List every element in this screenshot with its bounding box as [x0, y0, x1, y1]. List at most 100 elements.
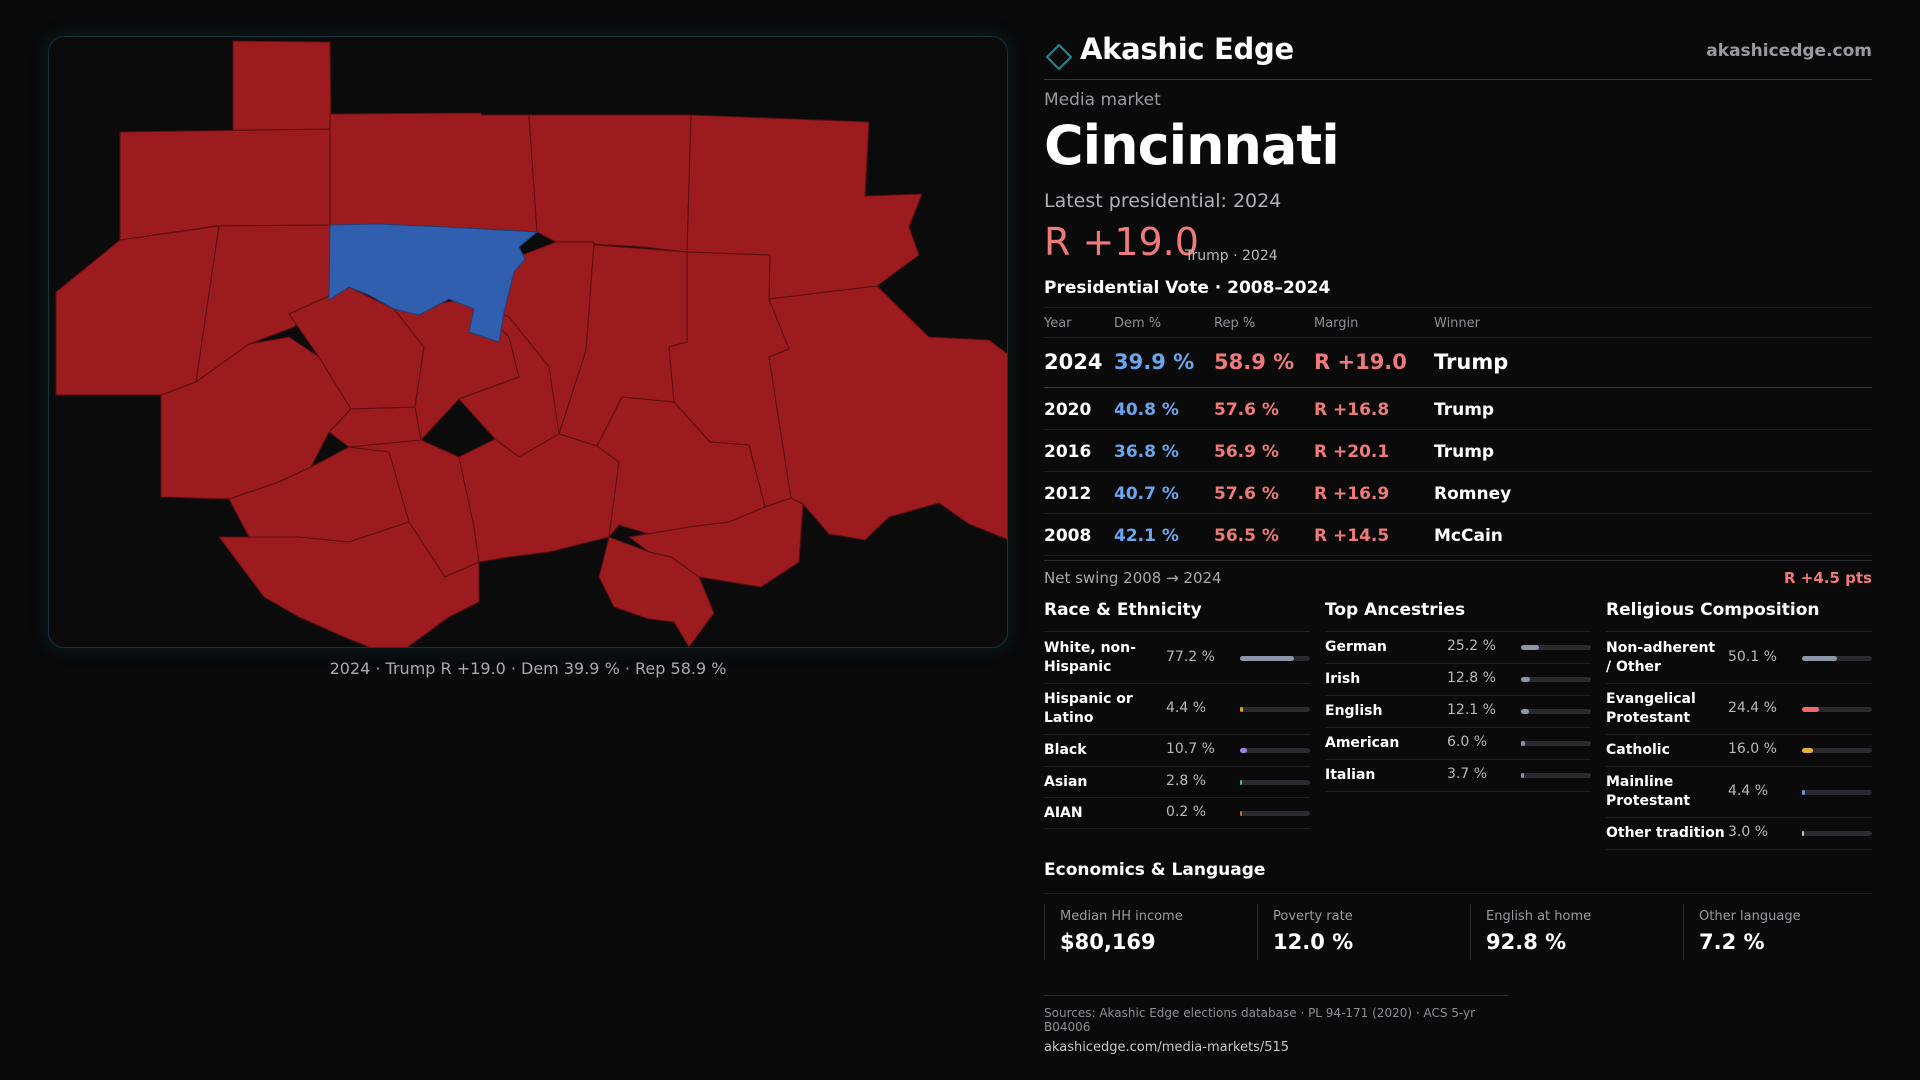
sources: Sources: Akashic Edge elections database…	[1044, 995, 1508, 1055]
stat-label: Mainline Protestant	[1606, 774, 1691, 809]
list-item: Black 10.7 %	[1044, 735, 1310, 767]
stat-bar-fill	[1802, 656, 1837, 661]
race-section: Race & Ethnicity White, non-Hispanic 77.…	[1044, 600, 1310, 829]
county-region[interactable]	[218, 521, 480, 648]
stat-bar	[1521, 741, 1591, 746]
row-rep: 57.6 %	[1214, 400, 1279, 420]
stat-bar-fill	[1802, 790, 1805, 795]
stat-bar-fill	[1521, 741, 1525, 746]
stat-bar	[1521, 773, 1591, 778]
stat-bar-fill	[1240, 811, 1242, 816]
stat-bar-fill	[1802, 707, 1819, 712]
table-row: 2020 40.8 % 57.6 % R +16.8 Trump	[1044, 388, 1872, 430]
stat-bar-fill	[1240, 707, 1243, 712]
vote-table-header: Year Dem % Rep % Margin Winner	[1044, 307, 1872, 338]
list-item: Evangelical Protestant 24.4 %	[1606, 684, 1872, 735]
county-region[interactable]	[528, 114, 692, 253]
row-year: 2016	[1044, 442, 1092, 462]
religion-section-title: Religious Composition	[1606, 600, 1872, 632]
header-dem: Dem %	[1114, 316, 1162, 331]
row-margin: R +19.0	[1314, 350, 1407, 374]
stat-value: 4.4 %	[1728, 783, 1769, 799]
stat-label: Asian	[1044, 774, 1088, 790]
stat-label: Evangelical Protestant	[1606, 691, 1696, 726]
stat-value: 10.7 %	[1166, 741, 1215, 757]
county-region[interactable]	[55, 225, 220, 396]
econ-label: Median HH income	[1060, 909, 1183, 924]
vote-section-title: Presidential Vote · 2008–2024	[1044, 278, 1331, 298]
list-item: Mainline Protestant 4.4 %	[1606, 767, 1872, 818]
county-map-svg[interactable]	[49, 37, 1008, 648]
list-item: Other tradition 3.0 %	[1606, 818, 1872, 850]
stat-english-at-home: English at home 92.8 %	[1470, 904, 1670, 960]
stat-label: AIAN	[1044, 805, 1083, 821]
stat-value: 12.8 %	[1447, 670, 1496, 686]
sources-link[interactable]: akashicedge.com/media-markets/515	[1044, 1040, 1290, 1055]
row-winner: McCain	[1434, 526, 1503, 546]
county-region[interactable]	[329, 112, 538, 233]
row-dem: 40.7 %	[1114, 484, 1179, 504]
stat-value: 3.0 %	[1728, 824, 1769, 840]
stat-bar	[1240, 780, 1310, 785]
county-region[interactable]	[458, 433, 620, 563]
header-margin: Margin	[1314, 316, 1359, 331]
row-winner: Trump	[1434, 442, 1495, 462]
list-item: German 25.2 %	[1325, 632, 1591, 664]
county-region[interactable]	[119, 128, 332, 241]
stat-median-income: Median HH income $80,169	[1044, 904, 1244, 960]
table-row: 2008 42.1 % 56.5 % R +14.5 McCain	[1044, 514, 1872, 556]
econ-label: English at home	[1486, 909, 1592, 924]
stat-bar	[1802, 707, 1872, 712]
county-map[interactable]	[48, 36, 1008, 648]
stat-bar-fill	[1521, 645, 1539, 650]
econ-value: $80,169	[1060, 930, 1156, 954]
stat-bar	[1802, 831, 1872, 836]
table-row: 2024 39.9 % 58.9 % R +19.0 Trump	[1044, 338, 1872, 388]
list-item: Asian 2.8 %	[1044, 767, 1310, 798]
vote-table: Year Dem % Rep % Margin Winner 2024 39.9…	[1044, 307, 1872, 556]
row-year: 2008	[1044, 526, 1092, 546]
county-region[interactable]	[598, 536, 715, 647]
stat-label: Italian	[1325, 767, 1376, 783]
row-year: 2024	[1044, 350, 1103, 374]
header-rep: Rep %	[1214, 316, 1256, 331]
table-row: 2012 40.7 % 57.6 % R +16.9 Romney	[1044, 472, 1872, 514]
econ-value: 12.0 %	[1273, 930, 1354, 954]
stat-bar-fill	[1521, 773, 1524, 778]
net-swing-label: Net swing 2008 → 2024	[1044, 569, 1222, 587]
row-rep: 57.6 %	[1214, 484, 1279, 504]
stat-bar-fill	[1521, 709, 1529, 714]
stat-label: Irish	[1325, 671, 1361, 687]
religion-section: Religious Composition Non-adherent / Oth…	[1606, 600, 1872, 850]
row-year: 2020	[1044, 400, 1092, 420]
county-region[interactable]	[160, 336, 352, 500]
stat-other-language: Other language 7.2 %	[1683, 904, 1883, 960]
stat-value: 50.1 %	[1728, 649, 1777, 665]
econ-label: Poverty rate	[1273, 909, 1353, 924]
latest-margin-sub: Trump · 2024	[1185, 248, 1278, 264]
stat-value: 3.7 %	[1447, 766, 1488, 782]
stat-value: 0.2 %	[1166, 804, 1207, 820]
map-caption: 2024 · Trump R +19.0 · Dem 39.9 % · Rep …	[329, 659, 727, 678]
row-dem: 40.8 %	[1114, 400, 1179, 420]
economics-stats: Median HH income $80,169 Poverty rate 12…	[1044, 893, 1872, 963]
stat-label: Catholic	[1606, 742, 1670, 758]
stat-value: 16.0 %	[1728, 741, 1777, 757]
list-item: Irish 12.8 %	[1325, 664, 1591, 696]
stat-bar	[1240, 748, 1310, 753]
stat-bar	[1521, 645, 1591, 650]
row-margin: R +16.8	[1314, 400, 1390, 420]
row-rep: 58.9 %	[1214, 350, 1295, 374]
dem-county-region[interactable]	[328, 223, 539, 343]
list-item: Italian 3.7 %	[1325, 760, 1591, 792]
header-winner: Winner	[1434, 316, 1481, 331]
stat-label: American	[1325, 735, 1400, 751]
stat-label: Hispanic or Latino	[1044, 691, 1133, 726]
ancestry-section: Top Ancestries German 25.2 % Irish 12.8 …	[1325, 600, 1591, 792]
brand-url[interactable]: akashicedge.com	[1706, 41, 1872, 61]
row-margin: R +14.5	[1314, 526, 1390, 546]
county-region[interactable]	[768, 285, 1008, 541]
county-region[interactable]	[232, 40, 332, 133]
row-year: 2012	[1044, 484, 1092, 504]
row-winner: Romney	[1434, 484, 1512, 504]
